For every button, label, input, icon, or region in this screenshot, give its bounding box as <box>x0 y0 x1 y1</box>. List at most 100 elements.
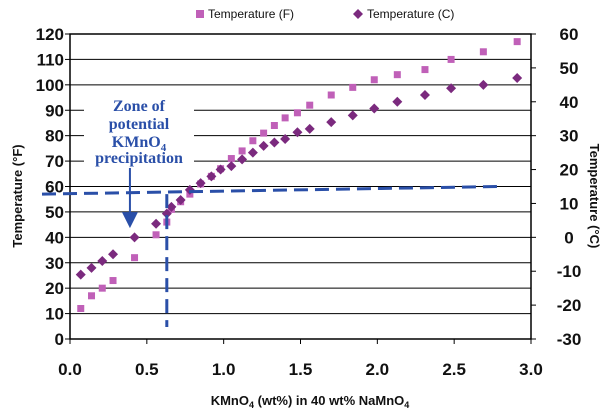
data-point-celsius <box>446 83 457 94</box>
right-tick-label: 60 <box>560 25 579 44</box>
annotation-subscript: 4 <box>161 142 167 154</box>
data-point-fahrenheit <box>349 83 357 91</box>
data-point-celsius <box>369 103 380 114</box>
data-point-celsius <box>237 154 248 165</box>
data-point-fahrenheit <box>393 71 401 79</box>
x-tick-label: 2.0 <box>366 360 390 379</box>
left-tick-label: 10 <box>45 305 64 324</box>
annotation-label-background <box>84 94 194 166</box>
x-tick-label: 1.0 <box>212 360 236 379</box>
data-point-fahrenheit <box>88 292 96 300</box>
data-point-fahrenheit <box>249 137 257 145</box>
data-point-celsius <box>419 90 430 100</box>
data-point-celsius <box>97 256 108 267</box>
annotation-line-2: potential <box>109 116 170 133</box>
data-point-fahrenheit <box>77 305 85 312</box>
right-tick-label: 40 <box>560 93 579 112</box>
left-tick-label: 80 <box>45 127 64 146</box>
right-tick-label: 30 <box>560 127 579 146</box>
data-point-celsius <box>175 195 186 206</box>
right-tick-label: -20 <box>557 296 582 315</box>
data-point-celsius <box>258 140 269 151</box>
data-point-fahrenheit <box>327 91 335 99</box>
right-tick-label: 10 <box>560 194 579 213</box>
data-point-celsius <box>478 79 489 90</box>
left-tick-label: 30 <box>45 254 64 273</box>
data-point-celsius <box>304 123 315 134</box>
data-point-celsius <box>75 269 86 280</box>
zone-boundary-horizontal <box>41 185 501 196</box>
data-point-celsius <box>347 110 358 121</box>
annotation-line-1: Zone of <box>113 98 166 115</box>
data-point-fahrenheit <box>447 55 455 63</box>
data-point-fahrenheit <box>421 66 429 74</box>
data-point-fahrenheit <box>270 122 278 129</box>
data-point-celsius <box>161 208 172 219</box>
data-point-fahrenheit <box>513 38 521 46</box>
data-point-fahrenheit <box>98 284 106 292</box>
x-tick-label: 3.0 <box>519 360 543 379</box>
right-tick-label: 50 <box>560 59 579 78</box>
x-tick-label: 1.5 <box>289 360 313 379</box>
legend-label-celsius: Temperature (C) <box>367 7 454 21</box>
legend-marker-celsius <box>353 9 363 19</box>
left-tick-label: 0 <box>55 330 64 349</box>
right-tick-label: -10 <box>557 262 582 281</box>
data-point-fahrenheit <box>238 147 246 155</box>
data-point-fahrenheit <box>152 231 160 239</box>
data-point-celsius <box>392 96 403 107</box>
data-point-fahrenheit <box>109 277 117 285</box>
left-tick-label: 60 <box>45 178 64 197</box>
data-point-celsius <box>129 232 140 243</box>
left-tick-label: 90 <box>45 101 64 120</box>
data-point-celsius <box>195 178 206 189</box>
x-axis-ticks: 0.0 0.5 1.0 1.5 2.0 2.5 3.0 <box>58 339 543 379</box>
data-point-celsius <box>280 134 291 145</box>
legend: Temperature (F) Temperature (C) <box>196 7 454 21</box>
data-point-fahrenheit <box>131 254 139 262</box>
data-point-fahrenheit <box>260 129 268 137</box>
series-fahrenheit <box>77 38 521 312</box>
left-tick-label: 70 <box>45 152 64 171</box>
right-axis-ticks: -30 -20 -10 0 10 20 30 40 50 60 <box>531 25 581 349</box>
annotation-line-3: KMnO4 <box>112 134 167 154</box>
data-point-celsius <box>215 164 226 175</box>
data-point-celsius <box>108 249 119 260</box>
data-point-fahrenheit <box>306 101 314 109</box>
data-point-celsius <box>292 127 303 138</box>
data-point-celsius <box>512 73 523 84</box>
right-tick-label: -30 <box>557 330 582 349</box>
x-axis-title: KMnO4 (wt%) in 40 wt% NaMnO4 <box>211 393 410 409</box>
data-point-celsius <box>269 137 280 148</box>
data-point-fahrenheit <box>293 109 301 117</box>
left-axis-ticks: 0 10 20 30 40 50 60 70 80 90 100 110 120 <box>36 25 70 349</box>
legend-label-fahrenheit: Temperature (F) <box>208 7 294 21</box>
data-point-celsius <box>86 262 97 273</box>
y-axis-right-title: Temperature (°C) <box>587 144 602 249</box>
right-tick-label: 0 <box>564 228 573 247</box>
left-tick-label: 40 <box>45 228 64 247</box>
left-tick-label: 120 <box>36 25 64 44</box>
data-point-fahrenheit <box>479 48 487 56</box>
data-point-celsius <box>226 161 237 172</box>
left-tick-label: 50 <box>45 203 64 222</box>
y-axis-left-title: Temperature (°F) <box>10 144 25 247</box>
data-point-fahrenheit <box>281 114 289 122</box>
right-tick-label: 20 <box>560 161 579 180</box>
left-tick-label: 20 <box>45 279 64 298</box>
x-title-part-2: (wt%) in 40 wt% NaMnO <box>254 393 404 408</box>
data-point-celsius <box>247 147 258 158</box>
data-point-celsius <box>206 171 217 182</box>
legend-marker-fahrenheit <box>196 10 204 18</box>
x-title-sub-1: 4 <box>249 400 254 409</box>
annotation-line-4: precipitation <box>95 150 183 167</box>
annotation-kmno: KMnO <box>112 134 161 151</box>
data-point-fahrenheit <box>227 155 235 163</box>
series-celsius <box>75 73 523 280</box>
x-tick-label: 0.0 <box>58 360 82 379</box>
x-tick-label: 2.5 <box>442 360 466 379</box>
x-tick-label: 0.5 <box>135 360 159 379</box>
data-point-celsius <box>151 218 162 229</box>
data-point-celsius <box>166 201 177 212</box>
